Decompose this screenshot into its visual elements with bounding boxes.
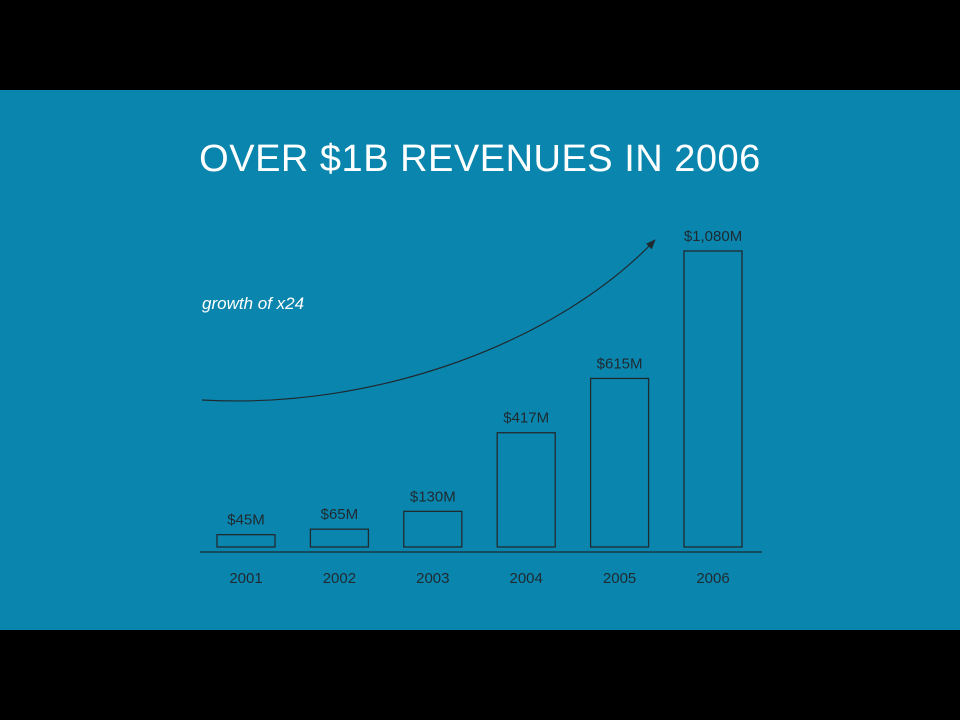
x-tick-label-2005: 2005 xyxy=(603,570,636,587)
value-label-2006: $1,080M xyxy=(684,228,742,245)
value-label-2004: $417M xyxy=(503,410,549,427)
slide: OVER $1B REVENUES IN 2006 growth of x24 … xyxy=(0,90,960,630)
growth-annotation: growth of x24 xyxy=(202,294,304,313)
bar-2005 xyxy=(589,377,650,548)
revenue-bar-chart: growth of x24 $45M2001$65M2002$130M2003$… xyxy=(200,228,762,587)
x-tick-label-2006: 2006 xyxy=(696,570,729,587)
bar-2001 xyxy=(216,534,276,548)
x-tick-label-2003: 2003 xyxy=(416,570,449,587)
bar-2002 xyxy=(309,528,370,548)
growth-trend-arrow xyxy=(201,239,656,402)
slide-title: OVER $1B REVENUES IN 2006 xyxy=(199,138,761,180)
value-label-2001: $45M xyxy=(227,512,265,529)
bar-2003 xyxy=(403,510,463,548)
bars-group: $45M 2001 $65M 2002 $130M 2003 $417M 2004 $615M 2… xyxy=(216,228,743,587)
value-label-2002: $65M xyxy=(321,506,359,523)
value-label-2003: $130M xyxy=(410,488,456,505)
value-label-2005: $615M xyxy=(597,355,643,372)
bar-2006 xyxy=(683,250,743,548)
x-tick-label-2004: 2004 xyxy=(510,570,543,587)
x-tick-label-2001: 2001 xyxy=(229,570,262,587)
bar-2004 xyxy=(496,432,556,548)
x-tick-label-2002: 2002 xyxy=(323,570,356,587)
